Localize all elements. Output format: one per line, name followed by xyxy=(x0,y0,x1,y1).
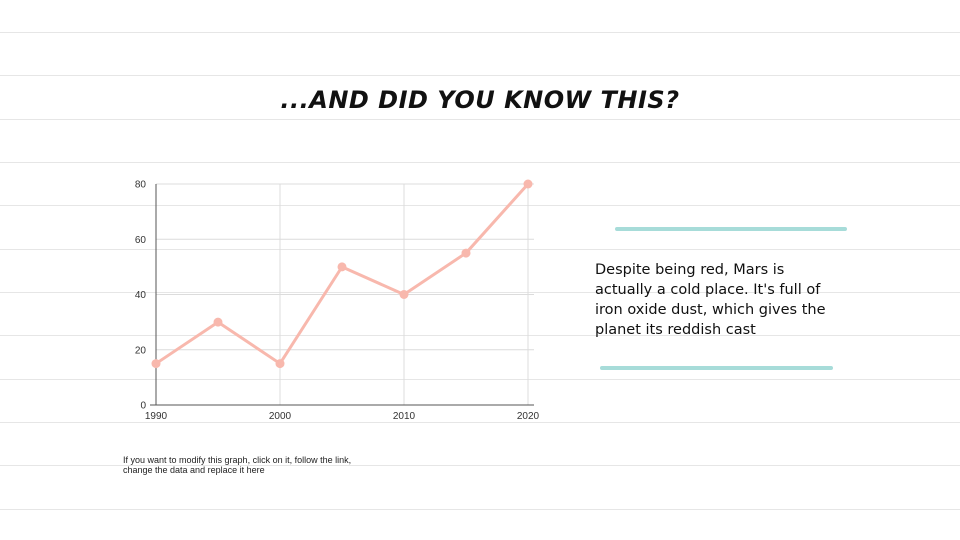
data-point xyxy=(461,248,471,258)
y-tick-label: 40 xyxy=(135,290,147,301)
ruled-line xyxy=(0,162,960,163)
y-tick-label: 20 xyxy=(135,345,147,356)
x-tick-label: 1990 xyxy=(145,411,168,422)
fact-line: planet its reddish cast xyxy=(595,322,756,338)
data-point xyxy=(523,179,533,189)
ruled-line xyxy=(0,465,960,466)
slide-title: ...AND DID YOU KNOW THIS? xyxy=(280,86,680,114)
fact-line: actually a cold place. It's full of xyxy=(595,282,821,298)
fact-line: iron oxide dust, which gives the xyxy=(595,302,826,318)
ruled-line xyxy=(0,32,960,33)
mars-fact-text: Despite being red, Mars is actually a co… xyxy=(595,260,855,340)
series-line xyxy=(154,182,530,366)
fact-line: Despite being red, Mars is xyxy=(595,262,785,278)
edit-graph-note: If you want to modify this graph, click … xyxy=(123,455,443,475)
ruled-line xyxy=(0,422,960,423)
brush-stroke-bottom xyxy=(600,366,833,370)
note-line: change the data and replace it here xyxy=(123,465,265,475)
data-point xyxy=(337,262,347,272)
y-tick-label: 0 xyxy=(140,401,146,412)
ruled-line xyxy=(0,292,960,293)
x-tick-label: 2020 xyxy=(517,411,540,422)
ruled-line xyxy=(0,335,960,336)
data-point xyxy=(213,317,223,327)
note-line: If you want to modify this graph, click … xyxy=(123,455,352,465)
ruled-line xyxy=(0,379,960,380)
line-chart[interactable]: 0 20 40 60 80 1990 2000 2010 2020 xyxy=(120,170,545,428)
ruled-line xyxy=(0,75,960,76)
ruled-line xyxy=(0,509,960,510)
ruled-line xyxy=(0,249,960,250)
ruled-line xyxy=(0,119,960,120)
data-point xyxy=(151,359,161,369)
data-point xyxy=(399,290,409,299)
y-tick-label: 80 xyxy=(135,180,147,191)
ruled-line xyxy=(0,205,960,206)
x-tick-label: 2000 xyxy=(269,411,292,422)
x-tick-label: 2010 xyxy=(393,411,416,422)
brush-stroke-top xyxy=(615,227,847,231)
data-point xyxy=(275,359,285,369)
y-tick-label: 60 xyxy=(135,235,147,246)
